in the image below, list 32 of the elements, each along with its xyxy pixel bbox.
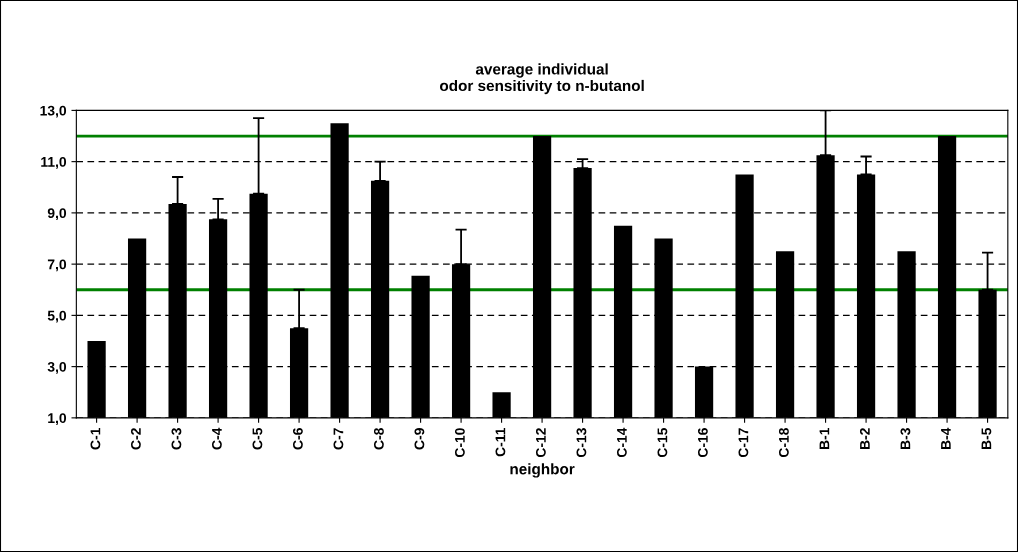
- x-tick-label: C-8: [373, 428, 384, 450]
- x-tick-label: B-3: [900, 428, 911, 450]
- y-tick-label: 7,0: [47, 259, 67, 272]
- x-tick-label: C-3: [171, 428, 182, 450]
- x-tick-label: C-2: [130, 428, 141, 450]
- y-tick-label: 5,0: [47, 310, 67, 323]
- x-tick-label: B-1: [819, 427, 830, 450]
- x-tick-label: C-12: [535, 428, 546, 458]
- x-tick-label: C-4: [211, 427, 222, 450]
- x-tick-label: C-5: [252, 427, 263, 450]
- x-tick-label: C-6: [292, 428, 303, 450]
- x-tick-label: C-9: [414, 428, 425, 450]
- x-tick-label: C-17: [738, 428, 749, 458]
- x-tick-label: C-14: [616, 427, 627, 458]
- x-tick-label: C-10: [454, 428, 465, 458]
- y-tick-label: 1,0: [48, 413, 67, 426]
- x-tick-label: C-1: [90, 427, 101, 450]
- x-tick-label: B-5: [981, 427, 992, 450]
- x-tick-label: C-11: [495, 427, 506, 457]
- x-tick-label: B-2: [859, 428, 870, 450]
- x-axis-title: neighbor: [510, 463, 575, 478]
- x-tick-label: C-15: [657, 427, 668, 458]
- y-tick-label: 9,0: [47, 208, 67, 221]
- x-tick-label: C-7: [333, 428, 344, 450]
- chart-title: average individual odor sensitivity to n-butanol: [439, 63, 644, 95]
- y-tick-label: 13,0: [40, 105, 67, 118]
- x-tick-label: C-16: [697, 428, 708, 458]
- y-tick-label: 3,0: [47, 361, 67, 374]
- x-tick-label: C-18: [778, 428, 789, 458]
- x-tick-label: C-13: [576, 428, 587, 458]
- x-tick-label: B-4: [941, 427, 951, 450]
- y-tick-label: 11,0: [41, 156, 67, 169]
